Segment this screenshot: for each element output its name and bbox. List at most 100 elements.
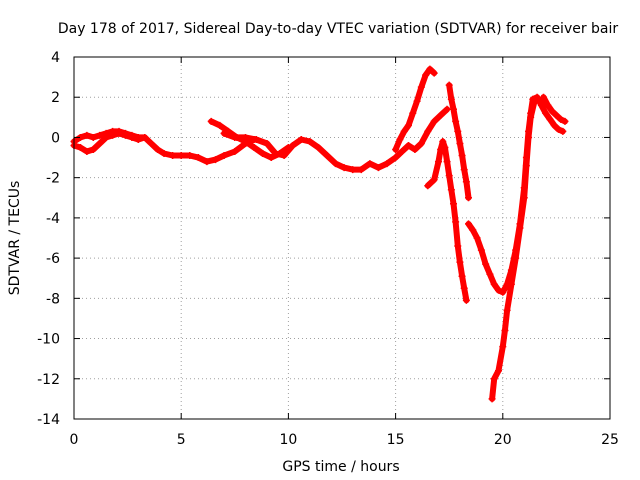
- data-point: [512, 254, 520, 262]
- data-point: [216, 121, 224, 129]
- data-point: [458, 152, 466, 160]
- plot-frame: [73, 56, 611, 420]
- series-line: [489, 96, 543, 402]
- data-point: [426, 65, 434, 73]
- data-point: [555, 125, 563, 133]
- data-point: [413, 97, 421, 105]
- data-point: [482, 260, 490, 268]
- data-point: [464, 194, 472, 202]
- track-5: [392, 65, 438, 154]
- data-point: [499, 288, 507, 296]
- data-point: [439, 137, 447, 145]
- data-point: [443, 158, 451, 166]
- data-point: [490, 375, 498, 383]
- data-point: [495, 286, 503, 294]
- data-point: [501, 327, 509, 335]
- data-point: [464, 220, 472, 228]
- data-point: [392, 146, 400, 154]
- data-point: [272, 150, 280, 158]
- data-point: [263, 139, 271, 147]
- data-point: [462, 178, 470, 186]
- data-point: [250, 144, 258, 151]
- data-point: [422, 71, 430, 79]
- data-point: [557, 115, 565, 123]
- axes: 0 5 10 15 20 25 -14 -12 -10 -8 -6 -4 -2 0 2 4: [37, 50, 619, 448]
- data-point: [259, 150, 267, 158]
- data-point: [520, 194, 528, 202]
- y-tick-label: -2: [46, 171, 60, 187]
- data-point: [462, 296, 470, 304]
- data-point: [314, 144, 322, 151]
- data-point: [83, 148, 91, 156]
- data-point: [525, 133, 533, 141]
- data-point: [323, 152, 331, 160]
- series-line: [424, 138, 470, 304]
- data-point: [160, 150, 168, 158]
- y-tick-label: -10: [37, 332, 60, 348]
- data-point: [454, 242, 462, 250]
- data-point: [540, 93, 548, 101]
- data-point: [400, 127, 408, 135]
- data-point: [349, 166, 357, 174]
- data-point: [516, 224, 524, 232]
- series-line: [446, 82, 472, 201]
- data-point: [460, 284, 468, 292]
- x-tick-label: 15: [387, 432, 405, 448]
- x-tick-label: 0: [70, 432, 79, 448]
- data-point: [147, 139, 155, 147]
- data-point: [297, 135, 305, 143]
- data-point: [561, 117, 569, 125]
- data-point: [374, 164, 382, 172]
- data-point: [486, 270, 494, 278]
- data-point: [332, 160, 340, 168]
- data-point: [434, 158, 442, 166]
- y-tick-label: 4: [51, 50, 60, 66]
- data-point: [449, 200, 457, 208]
- y-tick-label: 2: [51, 90, 60, 106]
- data-point: [437, 146, 445, 154]
- data-point: [207, 117, 215, 125]
- x-tick-label: 5: [177, 432, 186, 448]
- y-tick-label: -12: [37, 372, 60, 388]
- data-point: [507, 280, 515, 288]
- data-point: [447, 186, 455, 194]
- data-point: [424, 182, 432, 190]
- data-point: [141, 133, 149, 141]
- data-point: [490, 280, 498, 288]
- data-point: [452, 218, 460, 226]
- data-point: [499, 343, 507, 351]
- data-point: [203, 158, 211, 166]
- data-point: [96, 139, 104, 147]
- data-point: [535, 97, 543, 105]
- data-point: [252, 135, 260, 143]
- data-point: [430, 176, 438, 184]
- track-10: [540, 93, 569, 125]
- data-point: [396, 135, 404, 143]
- data-point: [231, 133, 239, 141]
- y-tick-label: -14: [37, 412, 60, 428]
- data-point: [194, 154, 202, 162]
- data-point: [102, 129, 110, 137]
- data-point: [417, 139, 425, 147]
- data-point: [154, 146, 162, 154]
- x-tick-label: 10: [279, 432, 297, 448]
- data-point: [212, 156, 220, 164]
- data-point: [89, 146, 97, 154]
- x-axis-label: GPS time / hours: [282, 459, 399, 475]
- data-point: [477, 246, 485, 254]
- data-point: [546, 115, 554, 123]
- data-point: [220, 152, 228, 160]
- data-point: [542, 109, 550, 117]
- data-point: [503, 306, 511, 314]
- y-axis-label: SDTVAR / TECUs: [7, 181, 23, 296]
- data-point: [404, 141, 412, 149]
- data-point: [522, 162, 530, 170]
- data-point: [289, 141, 297, 149]
- y-tick-label: 0: [51, 130, 60, 146]
- track-6: [424, 137, 470, 304]
- data-series: [70, 65, 569, 403]
- data-point: [267, 154, 275, 162]
- grid: [74, 57, 610, 419]
- data-point: [383, 160, 391, 168]
